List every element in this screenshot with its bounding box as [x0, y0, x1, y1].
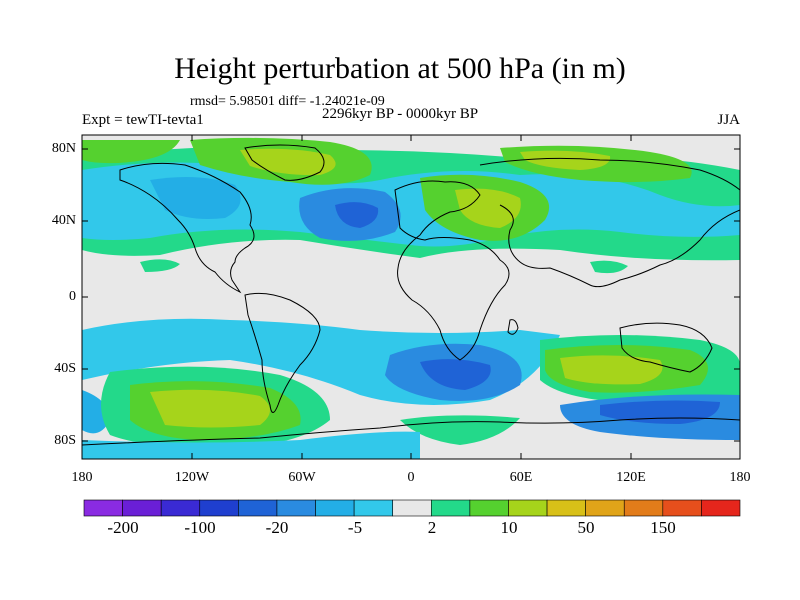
indian-ocean-high-core: [560, 355, 663, 385]
tropic-teal-patch-2: [590, 260, 628, 274]
australia-coast: [619, 322, 713, 373]
lon-label: 120E: [616, 470, 646, 485]
lat-label: 40N: [51, 213, 76, 228]
colorbar-swatch: [160, 499, 201, 517]
antarctica-coast: [82, 417, 740, 446]
period-label: 2296kyr BP - 0000kyr BP: [322, 106, 479, 122]
axis-ticks: [81, 135, 741, 459]
colorbar-label: -200: [107, 518, 139, 537]
colorbar-swatch: [199, 499, 239, 517]
colorbar-label: 2: [427, 518, 437, 537]
lon-label: 180: [729, 470, 751, 485]
colorbar-swatch: [238, 499, 278, 517]
tropic-teal-patch: [140, 259, 180, 272]
colorbar: [83, 499, 741, 517]
north-america-coast: [119, 162, 255, 294]
colorbar-swatch: [122, 499, 162, 517]
south-atlantic-low-core: [420, 359, 491, 390]
colorbar-label: 50: [577, 518, 595, 537]
colorbar-label: 10: [500, 518, 518, 537]
colorbar-swatch: [276, 499, 316, 517]
coastlines: [82, 144, 740, 446]
colorbar-label: 150: [650, 518, 676, 537]
lon-label: 180: [71, 470, 93, 485]
atlantic-low-core: [335, 202, 379, 228]
lat-label: 80S: [54, 433, 76, 448]
colorbar-swatch: [508, 499, 548, 517]
colorbar-label: -5: [347, 518, 363, 537]
colorbar-swatch: [623, 499, 664, 517]
greenland-coast: [244, 144, 325, 181]
lon-label: 60W: [288, 470, 316, 485]
lat-label: 0: [69, 289, 76, 304]
lon-label: 0: [407, 470, 415, 485]
antarctic-lightblue: [82, 431, 420, 459]
stats-line: rmsd= 5.98501 diff= -1.24021e-09: [190, 94, 385, 109]
south-america-coast: [244, 292, 321, 413]
colorbar-swatch: [546, 499, 586, 517]
madagascar-coast: [507, 319, 519, 335]
pacific-high-north: [82, 140, 180, 164]
experiment-label: Expt = tewTI-tevta1: [82, 112, 204, 128]
colorbar-swatch: [83, 499, 123, 517]
europe-high-core: [455, 188, 521, 228]
europe-africa-coast: [394, 180, 510, 361]
colorbar-swatch: [353, 499, 394, 517]
colorbar-swatch: [392, 499, 432, 517]
map-field: [82, 135, 740, 459]
lat-label: 40S: [54, 361, 76, 376]
colorbar-label: -100: [184, 518, 216, 537]
colorbar-swatch: [585, 499, 625, 517]
south-pacific-high-core: [150, 389, 270, 428]
north-band-lightblue: [82, 162, 740, 247]
asia-coast: [479, 157, 740, 288]
colorbar-swatch: [701, 499, 741, 517]
lat-label: 80N: [51, 141, 76, 156]
siberia-high: [520, 150, 611, 170]
lon-label: 60E: [509, 470, 533, 485]
pacific-low: [150, 176, 241, 219]
colorbar-swatch: [430, 499, 471, 517]
colorbar-swatch: [469, 499, 509, 517]
lon-label: 120W: [174, 470, 210, 485]
colorbar-swatch: [662, 499, 702, 517]
southwest-pacific-low: [82, 390, 110, 434]
season-label: JJA: [717, 112, 740, 128]
plot-title: Height perturbation at 500 hPa (in m): [174, 52, 626, 85]
colorbar-swatch: [315, 499, 355, 517]
colorbar-label: -20: [265, 518, 289, 537]
